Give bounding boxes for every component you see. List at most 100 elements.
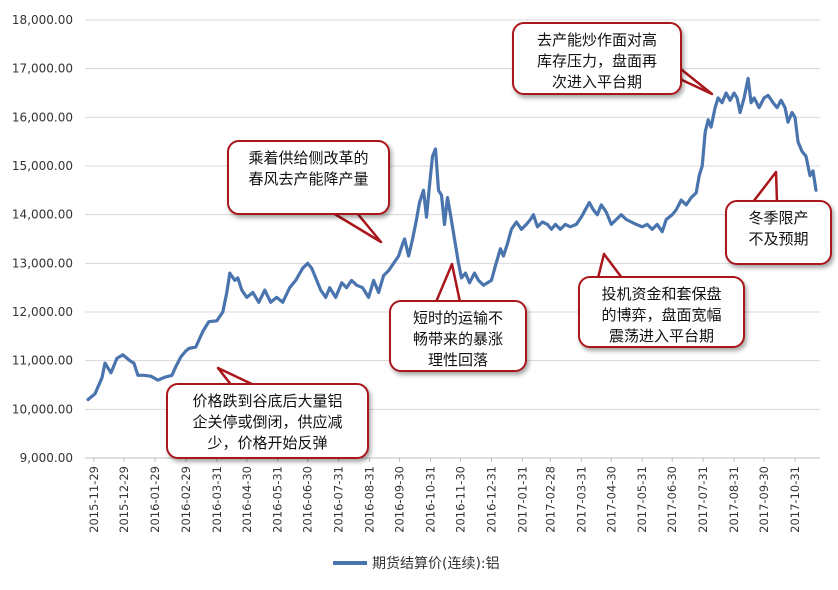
- data-point: [460, 277, 463, 279]
- x-tick-label: 2016-03-31: [210, 466, 224, 533]
- data-point: [418, 201, 421, 204]
- y-tick-label: 17,000.00: [12, 62, 73, 76]
- data-point: [282, 301, 284, 303]
- data-point: [335, 296, 337, 298]
- data-point: [564, 223, 566, 225]
- x-tick-label: 2016-12-31: [484, 466, 498, 533]
- x-tick-label: 2017-04-30: [604, 466, 618, 533]
- data-point: [453, 238, 456, 240]
- data-point: [437, 189, 440, 191]
- data-point: [428, 184, 431, 187]
- data-point: [758, 107, 760, 109]
- data-point: [729, 99, 731, 101]
- x-tick-label: 2016-05-31: [271, 466, 285, 533]
- data-point: [736, 97, 738, 99]
- data-point: [600, 204, 602, 206]
- data-point: [202, 330, 204, 333]
- data-point: [302, 267, 304, 269]
- data-point: [94, 393, 96, 395]
- data-point: [515, 221, 518, 223]
- data-point: [536, 226, 539, 228]
- data-point: [482, 284, 485, 286]
- data-point: [529, 218, 532, 221]
- data-point: [675, 209, 677, 211]
- y-tick-label: 10,000.00: [12, 402, 73, 416]
- data-point: [150, 375, 152, 377]
- data-point: [739, 111, 741, 114]
- data-point: [704, 131, 706, 133]
- data-point: [289, 287, 291, 289]
- data-point: [610, 223, 612, 225]
- data-point: [295, 279, 297, 281]
- annotation-supply-reform: 乘着供给侧改革的 春风去产能降产量: [227, 140, 390, 215]
- data-point: [229, 272, 231, 274]
- data-point: [592, 209, 594, 211]
- data-point: [646, 223, 648, 225]
- data-point: [393, 262, 395, 264]
- x-tick-label: 2017-06-30: [665, 466, 679, 533]
- x-tick-label: 2016-10-31: [424, 466, 438, 533]
- data-point: [473, 272, 476, 274]
- y-tick-label: 11,000.00: [12, 354, 73, 368]
- data-point: [195, 346, 197, 348]
- data-point: [222, 311, 224, 313]
- data-point: [412, 238, 414, 240]
- data-point: [554, 223, 557, 225]
- data-point: [325, 296, 327, 298]
- data-point: [750, 102, 752, 104]
- x-tick-label: 2017-02-28: [543, 466, 557, 533]
- data-point: [252, 291, 254, 294]
- x-tick-label: 2017-10-31: [788, 466, 802, 533]
- y-tick-label: 14,000.00: [12, 208, 73, 222]
- data-point: [434, 148, 437, 150]
- data-point: [690, 197, 692, 199]
- data-point: [620, 214, 622, 216]
- data-point: [270, 301, 272, 303]
- data-point: [237, 277, 239, 279]
- y-tick-label: 13,000.00: [12, 256, 73, 270]
- annotation-inventory-pressure: 去产能炒作面对高 库存压力，盘面再 次进入平台期: [512, 22, 682, 95]
- data-point: [605, 211, 607, 213]
- data-point: [717, 97, 719, 99]
- data-point: [234, 279, 236, 281]
- data-point: [743, 97, 745, 99]
- data-point: [656, 223, 658, 225]
- data-point: [315, 277, 317, 279]
- data-point: [710, 126, 712, 128]
- data-point: [133, 362, 135, 364]
- x-tick-label: 2016-09-30: [393, 466, 407, 533]
- data-point: [815, 189, 817, 191]
- data-point: [701, 165, 703, 167]
- data-point: [104, 362, 106, 364]
- x-tick-label: 2015-11-29: [87, 466, 101, 533]
- data-point: [588, 201, 590, 204]
- data-point: [772, 102, 774, 104]
- data-point: [747, 77, 749, 79]
- data-point: [794, 116, 796, 118]
- data-point: [651, 228, 653, 230]
- x-tick-label: 2016-06-30: [301, 466, 315, 533]
- data-point: [164, 376, 166, 378]
- data-point: [378, 291, 380, 294]
- annotation-speculation: 投机资金和套保盘 的博弈，盘面宽幅 震荡进入平台期: [578, 276, 745, 348]
- data-point: [615, 218, 617, 221]
- data-point: [630, 221, 632, 223]
- data-point: [753, 97, 755, 99]
- data-point: [477, 279, 480, 281]
- data-point: [671, 214, 673, 216]
- data-point: [767, 94, 769, 96]
- data-point: [763, 97, 765, 99]
- data-point: [388, 270, 390, 272]
- x-tick-label: 2016-07-31: [332, 466, 346, 533]
- x-tick-label: 2017-07-31: [696, 466, 710, 533]
- legend-label: 期货结算价(连续):铝: [372, 555, 500, 572]
- data-point: [143, 374, 145, 376]
- data-point: [525, 223, 528, 225]
- data-point: [641, 226, 643, 228]
- x-tick-label: 2016-01-29: [148, 466, 162, 533]
- annotation-winter-limit: 冬季限产 不及预期: [725, 200, 832, 265]
- data-point: [625, 218, 627, 221]
- data-point: [665, 218, 667, 221]
